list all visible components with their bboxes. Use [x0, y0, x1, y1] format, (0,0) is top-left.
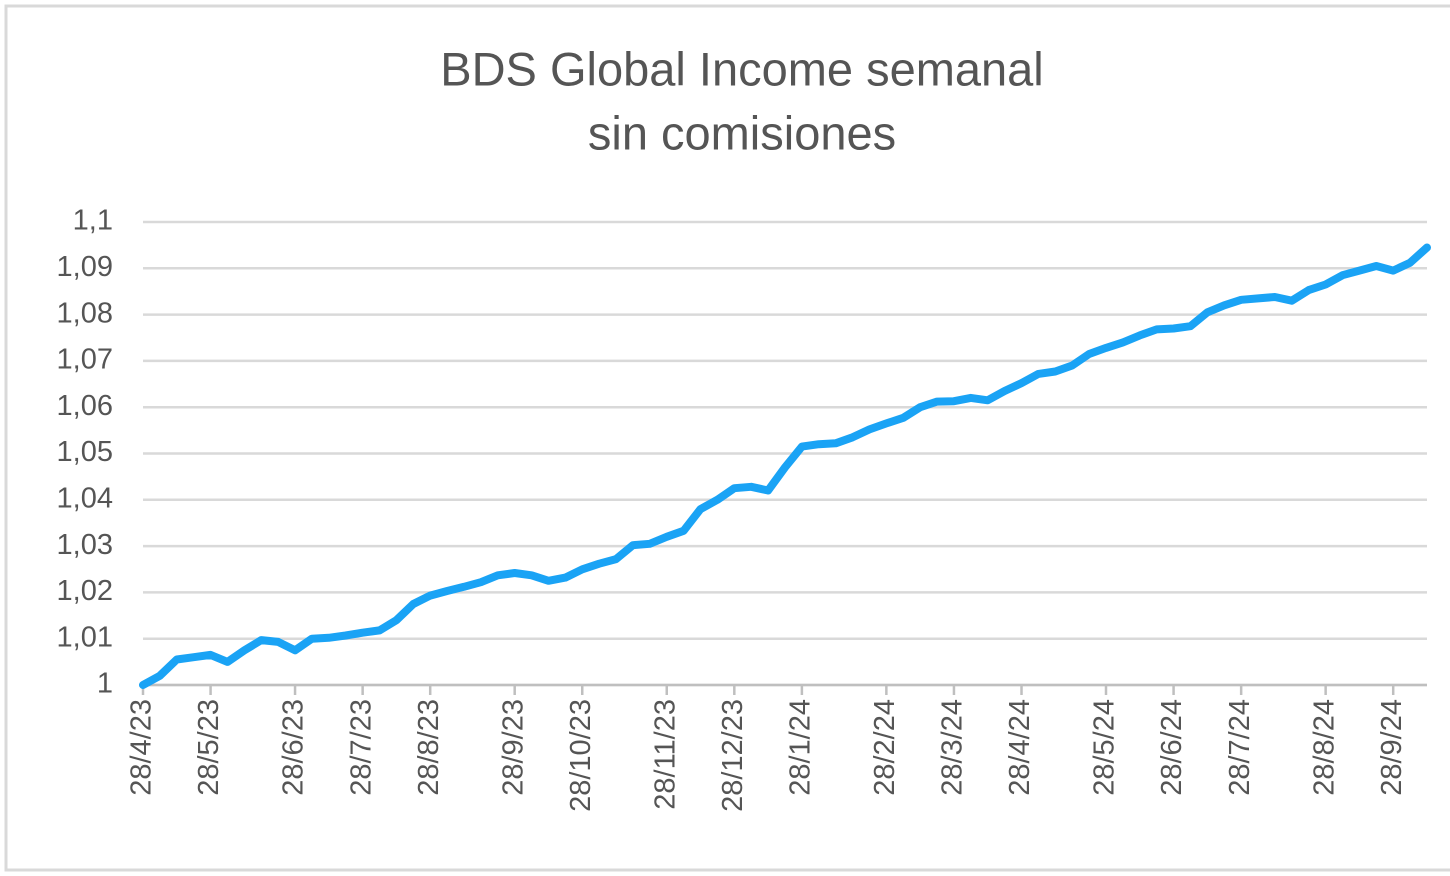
y-tick-label: 1,04 — [57, 482, 113, 514]
y-tick-label: 1,09 — [57, 251, 113, 283]
y-tick-label: 1 — [97, 668, 113, 700]
y-tick-label: 1,07 — [57, 344, 113, 376]
y-tick-label: 1,03 — [57, 529, 113, 561]
y-tick-label: 1,02 — [57, 575, 113, 607]
x-tick-label: 28/8/24 — [1308, 699, 1340, 796]
chart-title: sin comisiones — [588, 106, 896, 159]
x-tick-label: 28/12/23 — [717, 699, 749, 812]
data-line — [139, 243, 1431, 689]
chart-title: BDS Global Income semanal — [440, 42, 1043, 95]
x-tick-label: 28/7/24 — [1224, 699, 1256, 796]
x-tick-label: 28/5/23 — [193, 699, 225, 796]
y-tick-label: 1,05 — [57, 436, 113, 468]
x-tick-label: 28/1/24 — [785, 699, 817, 796]
x-tick-label: 28/4/23 — [126, 699, 158, 796]
y-tick-label: 1,08 — [57, 297, 113, 329]
x-tick-label: 28/6/23 — [278, 699, 310, 796]
x-tick-label: 28/5/24 — [1089, 699, 1121, 796]
x-tick-label: 28/4/24 — [1004, 699, 1036, 796]
x-tick-label: 28/2/24 — [869, 699, 901, 796]
chart-frame — [4, 4, 1450, 872]
x-tick-label: 28/8/23 — [413, 699, 445, 796]
y-tick-label: 1,01 — [57, 621, 113, 653]
x-tick-label: 28/7/23 — [345, 699, 377, 796]
x-tick-label: 28/9/24 — [1376, 699, 1408, 796]
x-tick-label: 28/11/23 — [649, 699, 681, 810]
x-tick-label: 28/9/23 — [497, 699, 529, 796]
x-tick-label: 28/6/24 — [1156, 699, 1188, 796]
x-tick-label: 28/10/23 — [565, 699, 597, 812]
y-tick-label: 1,1 — [73, 205, 113, 237]
y-tick-label: 1,06 — [57, 390, 113, 422]
x-tick-label: 28/3/24 — [937, 699, 969, 796]
